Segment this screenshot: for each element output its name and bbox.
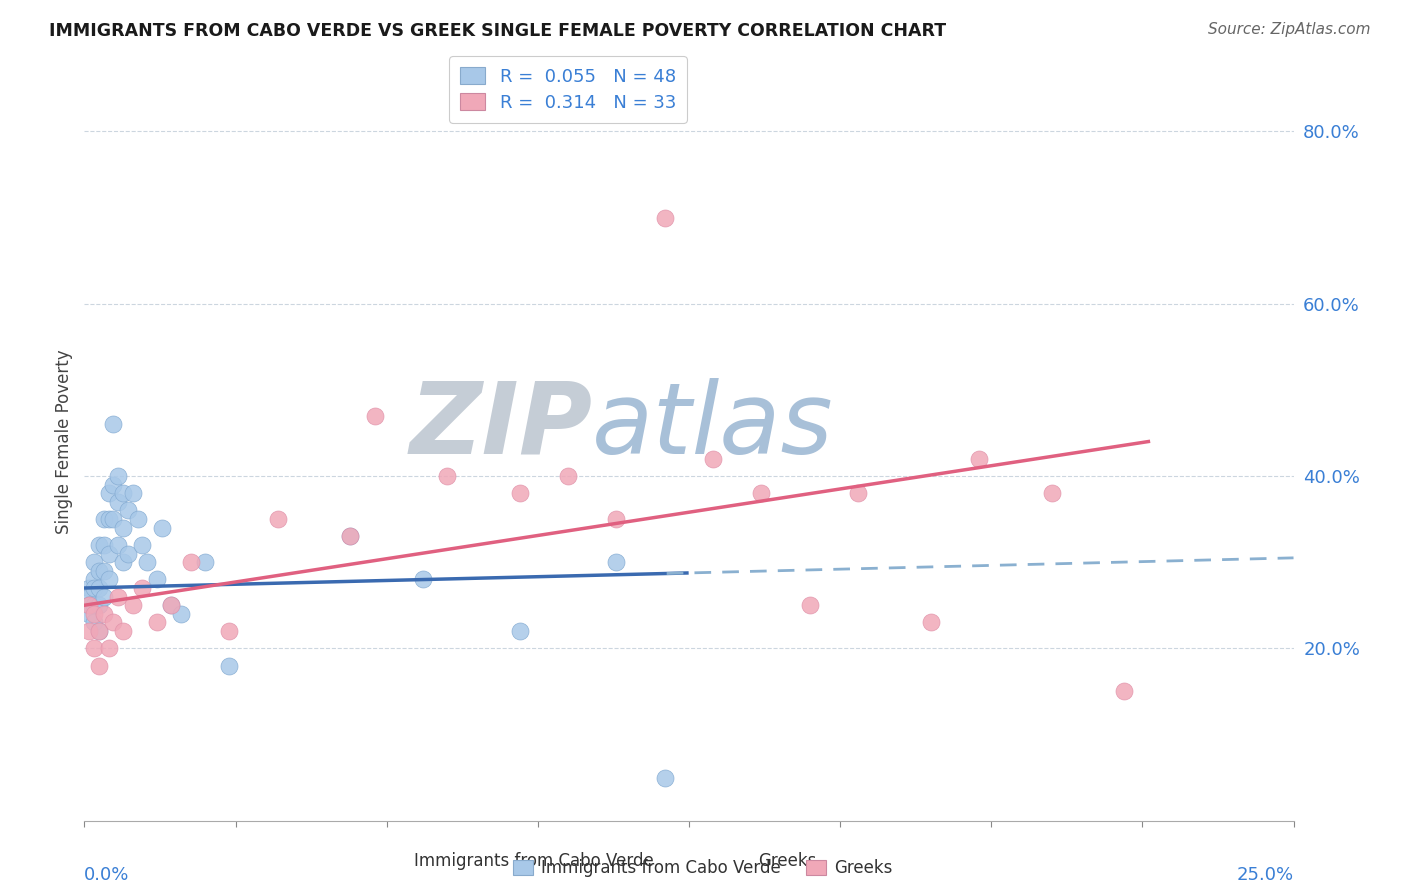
Point [117,547,139,561]
Point [339,529,361,543]
Point [83,573,105,587]
Point [77,599,100,613]
Text: Immigrants from Cabo Verde: Immigrants from Cabo Verde [415,852,654,870]
Point [77,581,100,595]
Point [93,538,115,552]
Point [83,581,105,595]
Point [93,590,115,604]
Point [1114,684,1136,698]
Point [799,599,821,613]
Text: ZIP: ZIP [409,378,592,475]
Point [87,624,110,639]
Point [97,547,120,561]
Point [77,590,100,604]
Point [170,607,193,621]
Text: IMMIGRANTS FROM CABO VERDE VS GREEK SINGLE FEMALE POVERTY CORRELATION CHART: IMMIGRANTS FROM CABO VERDE VS GREEK SING… [49,22,946,40]
Text: atlas: atlas [592,378,834,475]
Point [121,599,143,613]
Point [131,581,153,595]
Point [83,599,105,613]
Point [77,599,100,613]
Point [412,573,434,587]
Point [339,529,361,543]
Point [702,451,724,466]
Point [112,555,135,569]
Point [112,486,135,500]
Point [107,495,129,509]
Point [87,624,110,639]
Point [436,469,458,483]
Point [93,512,115,526]
Legend: Immigrants from Cabo Verde, Greeks: Immigrants from Cabo Verde, Greeks [506,853,900,884]
Point [93,607,115,621]
Point [77,607,100,621]
Point [87,658,110,673]
Point [1040,486,1063,500]
Point [97,573,120,587]
Legend: R =  0.055   N = 48, R =  0.314   N = 33: R = 0.055 N = 48, R = 0.314 N = 33 [449,56,688,123]
Point [97,486,120,500]
Point [117,503,139,517]
Point [103,512,125,526]
Point [77,624,100,639]
Point [509,486,531,500]
Point [846,486,869,500]
Point [83,641,105,656]
Point [103,417,125,432]
Point [127,512,149,526]
Point [112,624,135,639]
Point [87,599,110,613]
Text: 0.0%: 0.0% [84,866,129,884]
Point [83,555,105,569]
Point [160,599,183,613]
Point [967,451,990,466]
Point [605,512,627,526]
Point [107,469,129,483]
Point [87,564,110,578]
Point [93,564,115,578]
Point [146,573,169,587]
Point [557,469,579,483]
Point [103,477,125,491]
Point [180,555,202,569]
Point [160,599,183,613]
Point [83,607,105,621]
Point [509,624,531,639]
Point [150,521,173,535]
Point [654,211,676,225]
Point [87,538,110,552]
Point [121,486,143,500]
Text: Source: ZipAtlas.com: Source: ZipAtlas.com [1208,22,1371,37]
Point [267,512,290,526]
Point [363,409,385,423]
Point [87,581,110,595]
Point [97,512,120,526]
Point [146,615,169,630]
Point [218,658,240,673]
Text: 25.0%: 25.0% [1236,866,1294,884]
Point [112,521,135,535]
Point [107,538,129,552]
Point [97,641,120,656]
Text: Greeks: Greeks [758,852,817,870]
Point [194,555,217,569]
Point [751,486,773,500]
Point [218,624,240,639]
Point [103,615,125,630]
Point [107,590,129,604]
Point [136,555,159,569]
Point [83,615,105,630]
Point [605,555,627,569]
Y-axis label: Single Female Poverty: Single Female Poverty [55,350,73,533]
Point [920,615,942,630]
Point [131,538,153,552]
Point [654,771,676,785]
